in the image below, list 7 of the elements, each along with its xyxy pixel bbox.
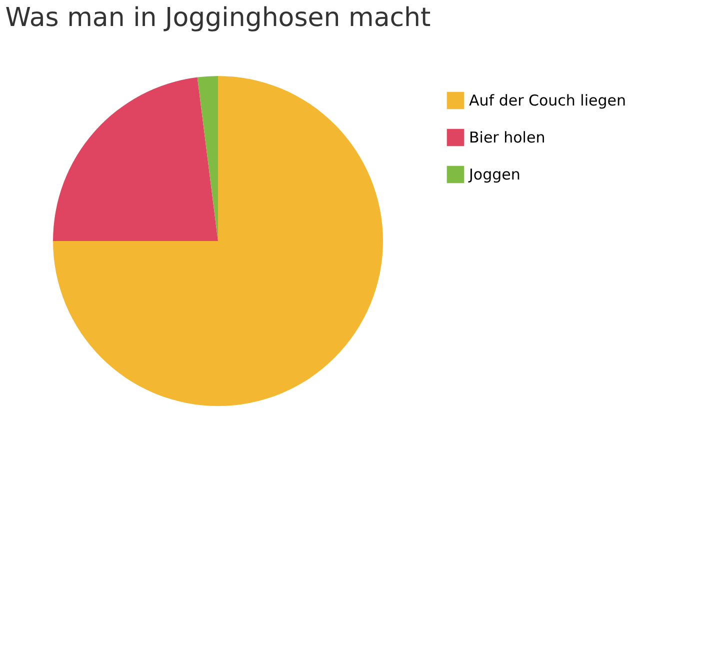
- legend-label: Bier holen: [469, 128, 546, 146]
- pie-slice: [53, 76, 383, 406]
- pie-slice: [53, 77, 218, 241]
- legend-label: Joggen: [468, 166, 520, 184]
- pie-slice: [197, 76, 218, 241]
- legend-label: Auf der Couch liegen: [469, 92, 626, 110]
- chart-title: Was man in Jogginghosen macht: [5, 3, 431, 33]
